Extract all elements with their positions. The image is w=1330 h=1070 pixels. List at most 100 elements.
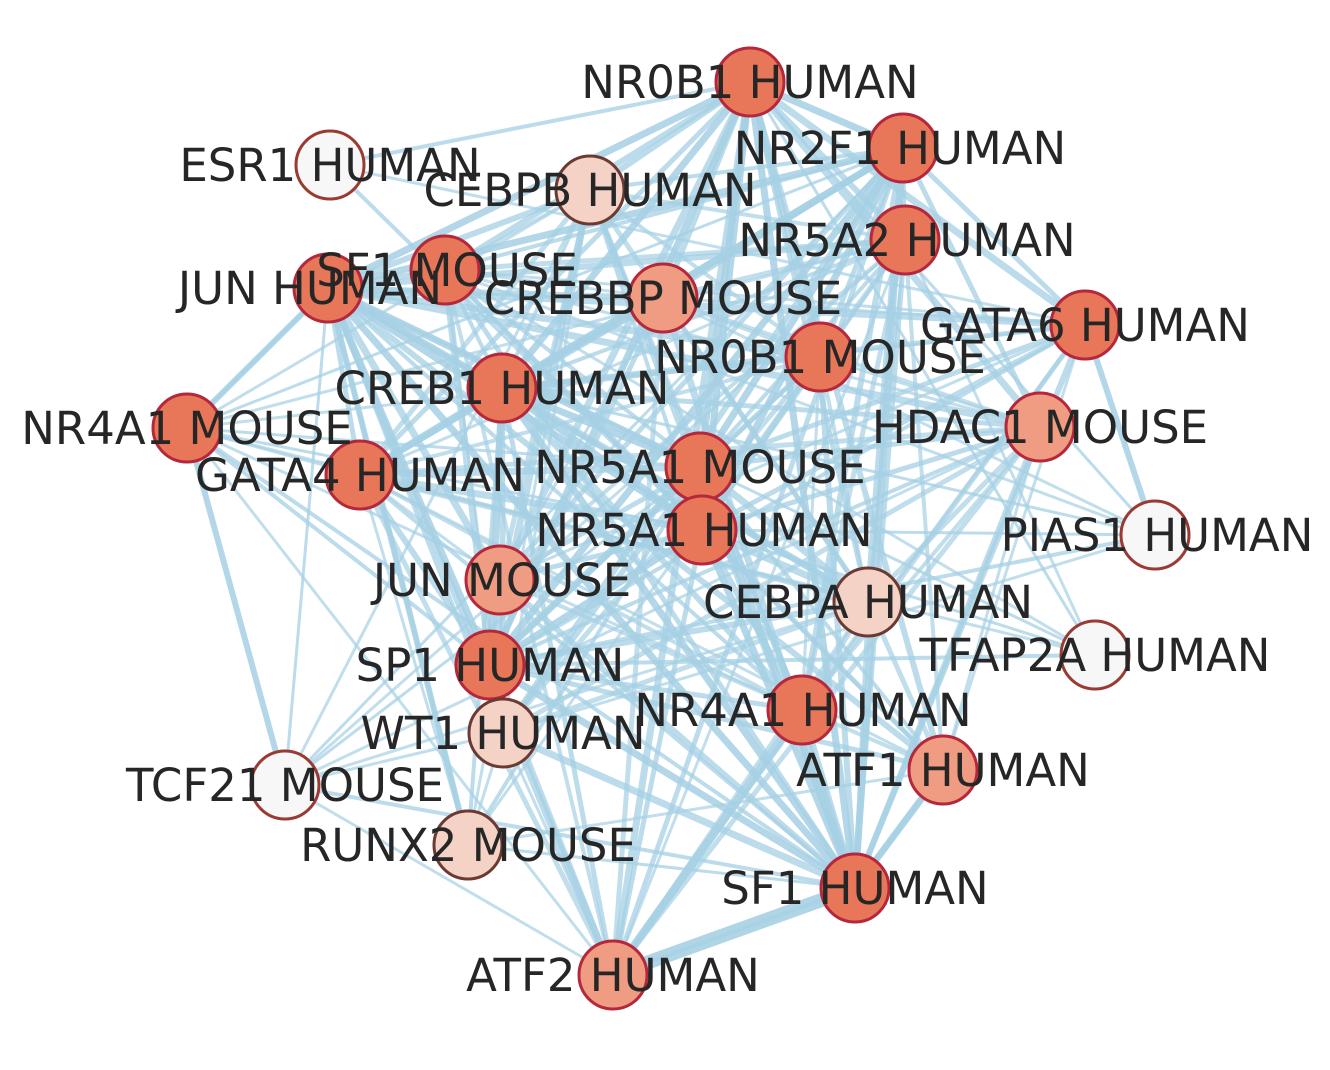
edge-JUN_HUMAN-NR4A1_HUMAN (326, 286, 804, 712)
node-label-cebpa-human: CEBPA HUMAN (703, 576, 1033, 629)
edge-CEBPB_HUMAN-CREB1_HUMAN (500, 188, 592, 390)
edge-NR0B1_MOUSE-GATA4_HUMAN (358, 355, 822, 477)
edge-SF1_MOUSE-PIAS1_HUMAN (443, 268, 1157, 537)
node-label-creb1-human: CREB1 HUMAN (335, 362, 670, 415)
node-runx2-mouse[interactable] (432, 809, 504, 881)
edge-WT1_HUMAN-TCF21_MOUSE (283, 731, 505, 787)
edge-TFAP2A_HUMAN-SP1_HUMAN (488, 653, 1097, 667)
edge-GATA6_HUMAN-PIAS1_HUMAN (1082, 322, 1158, 538)
node-gata4-human[interactable] (324, 439, 396, 511)
edge-CREB1_HUMAN-PIAS1_HUMAN (500, 386, 1157, 537)
node-tcf21-mouse[interactable] (249, 749, 321, 821)
node-label-cebpb-human: CEBPB HUMAN (423, 164, 756, 217)
node-label-tcf21-mouse: TCF21 MOUSE (125, 759, 444, 812)
edge-NR5A1_HUMAN-ATF1_HUMAN (700, 528, 945, 772)
node-nr2f1-human[interactable] (867, 112, 939, 184)
node-label-wt1-human: WT1 HUMAN (361, 707, 646, 760)
node-label-sp1-human: SP1 HUMAN (356, 639, 625, 692)
edge-NR4A1_MOUSE-SP1_HUMAN (185, 426, 492, 667)
edge-HDAC1_MOUSE-NR5A1_MOUSE (697, 424, 1043, 470)
node-label-nr0b1-mouse: NR0B1 MOUSE (654, 331, 986, 384)
edge-ATF2_HUMAN-NR4A1_HUMAN (609, 706, 806, 979)
edge-NR0B1_HUMAN-ESR1_HUMAN (328, 80, 752, 167)
edge-NR0B1_HUMAN-JUN_HUMAN (324, 78, 754, 292)
node-label-nr4a1-human: NR4A1 HUMAN (634, 684, 971, 737)
node-gata6-human[interactable] (1049, 289, 1121, 361)
node-label-nr0b1-human: NR0B1 HUMAN (581, 56, 918, 109)
edge-CREB1_HUMAN-HDAC1_MOUSE (499, 385, 1043, 430)
node-nr5a1-human[interactable] (666, 494, 738, 566)
edge-NR5A1_MOUSE-JUN_MOUSE (497, 464, 703, 583)
node-label-nr4a1-mouse: NR4A1 MOUSE (21, 402, 352, 455)
edge-NR5A1_HUMAN-SP1_HUMAN (486, 526, 706, 669)
edge-CEBPA_HUMAN-TCF21_MOUSE (283, 600, 870, 787)
node-nr5a2-human[interactable] (869, 204, 941, 276)
node-atf1-human[interactable] (907, 734, 979, 806)
edge-HDAC1_MOUSE-CEBPA_HUMAN (865, 424, 1043, 605)
node-hdac1-mouse[interactable] (1004, 391, 1076, 463)
edge-NR2F1_HUMAN-CEBPB_HUMAN (588, 146, 905, 192)
node-atf2-human[interactable] (577, 939, 649, 1011)
node-label-nr5a1-human: NR5A1 HUMAN (535, 504, 872, 557)
node-jun-mouse[interactable] (464, 544, 536, 616)
node-crebbp-mouse[interactable] (627, 262, 699, 334)
node-esr1-human[interactable] (294, 129, 366, 201)
edge-PIAS1_HUMAN-SP1_HUMAN (488, 533, 1157, 667)
node-nr4a1-mouse[interactable] (151, 392, 223, 464)
node-label-atf1-human: ATF1 HUMAN (796, 744, 1090, 797)
edge-GATA4_HUMAN-NR4A1_HUMAN (358, 473, 804, 712)
edge-NR2F1_HUMAN-HDAC1_MOUSE (900, 145, 1043, 430)
edge-ATF2_HUMAN-SF1_HUMAN (606, 881, 862, 982)
edge-CEBPB_HUMAN-NR5A2_HUMAN (588, 188, 907, 242)
node-sp1-human[interactable] (454, 629, 526, 701)
edge-NR5A1_HUMAN-PIAS1_HUMAN (700, 528, 1157, 537)
edge-JUN_HUMAN-RUNX2_MOUSE (325, 285, 471, 848)
edge-NR5A1_MOUSE-TCF21_MOUSE (283, 465, 702, 787)
edge-NR0B1_MOUSE-NR4A1_HUMAN (800, 355, 822, 712)
edge-NR4A1_MOUSE-ATF2_HUMAN (185, 426, 615, 977)
edge-GATA6_HUMAN-NR5A1_MOUSE (697, 322, 1088, 470)
edge-GATA6_HUMAN-NR5A1_HUMAN (699, 322, 1088, 533)
node-nr0b1-mouse[interactable] (784, 321, 856, 393)
node-pias1-human[interactable] (1119, 499, 1191, 571)
edge-HDAC1_MOUSE-ATF1_HUMAN (941, 425, 1042, 772)
node-creb1-human[interactable] (466, 352, 538, 424)
edge-NR5A1_HUMAN-ATF2_HUMAN (610, 527, 705, 978)
node-label-gata6-human: GATA6 HUMAN (920, 299, 1250, 352)
edge-CEBPA_HUMAN-SP1_HUMAN (487, 599, 871, 668)
edge-TCF21_MOUSE-SF1_HUMAN (283, 783, 857, 890)
edge-NR2F1_HUMAN-GATA6_HUMAN (900, 145, 1088, 328)
node-label-gata4-human: GATA4 HUMAN (195, 449, 525, 502)
edge-JUN_HUMAN-SF1_HUMAN (324, 284, 859, 892)
node-wt1-human[interactable] (467, 697, 539, 769)
edge-NR0B1_MOUSE-HDAC1_MOUSE (818, 355, 1042, 429)
edge-NR4A1_MOUSE-NR5A1_MOUSE (185, 426, 702, 469)
edge-NR0B1_HUMAN-GATA6_HUMAN (746, 78, 1089, 329)
edge-NR0B1_HUMAN-CREB1_HUMAN (498, 78, 754, 392)
node-label-hdac1-mouse: HDAC1 MOUSE (872, 401, 1208, 454)
edge-CEBPB_HUMAN-NR0B1_MOUSE (588, 188, 822, 359)
edge-NR0B1_MOUSE-CEBPA_HUMAN (818, 355, 870, 604)
node-sf1-human[interactable] (819, 852, 891, 924)
edge-GATA4_HUMAN-NR5A1_MOUSE (356, 463, 704, 479)
edge-SP1_HUMAN-SF1_HUMAN (486, 661, 859, 892)
edge-NR0B1_MOUSE-CREB1_HUMAN (499, 354, 823, 391)
node-sf1-mouse[interactable] (409, 234, 481, 306)
node-label-sf1-mouse: SF1 MOUSE (316, 244, 578, 297)
node-nr4a1-human[interactable] (766, 674, 838, 746)
edge-NR0B1_MOUSE-SF1_HUMAN (817, 354, 858, 891)
node-label-nr2f1-human: NR2F1 HUMAN (734, 122, 1066, 175)
node-jun-human[interactable] (292, 252, 364, 324)
node-tfap2a-human[interactable] (1059, 619, 1131, 691)
node-cebpa-human[interactable] (832, 566, 904, 638)
node-nr0b1-human[interactable] (714, 46, 786, 118)
edge-GATA4_HUMAN-ATF1_HUMAN (358, 473, 945, 772)
edge-ESR1_HUMAN-GATA6_HUMAN (328, 163, 1087, 327)
node-label-nr5a1-mouse: NR5A1 MOUSE (534, 441, 865, 494)
node-cebpb-human[interactable] (554, 154, 626, 226)
node-label-tfap2a-human: TFAP2A HUMAN (919, 629, 1271, 682)
node-layer (151, 46, 1191, 1011)
edge-CEBPA_HUMAN-SF1_HUMAN (853, 600, 870, 890)
edge-GATA4_HUMAN-TFAP2A_HUMAN (358, 473, 1097, 657)
